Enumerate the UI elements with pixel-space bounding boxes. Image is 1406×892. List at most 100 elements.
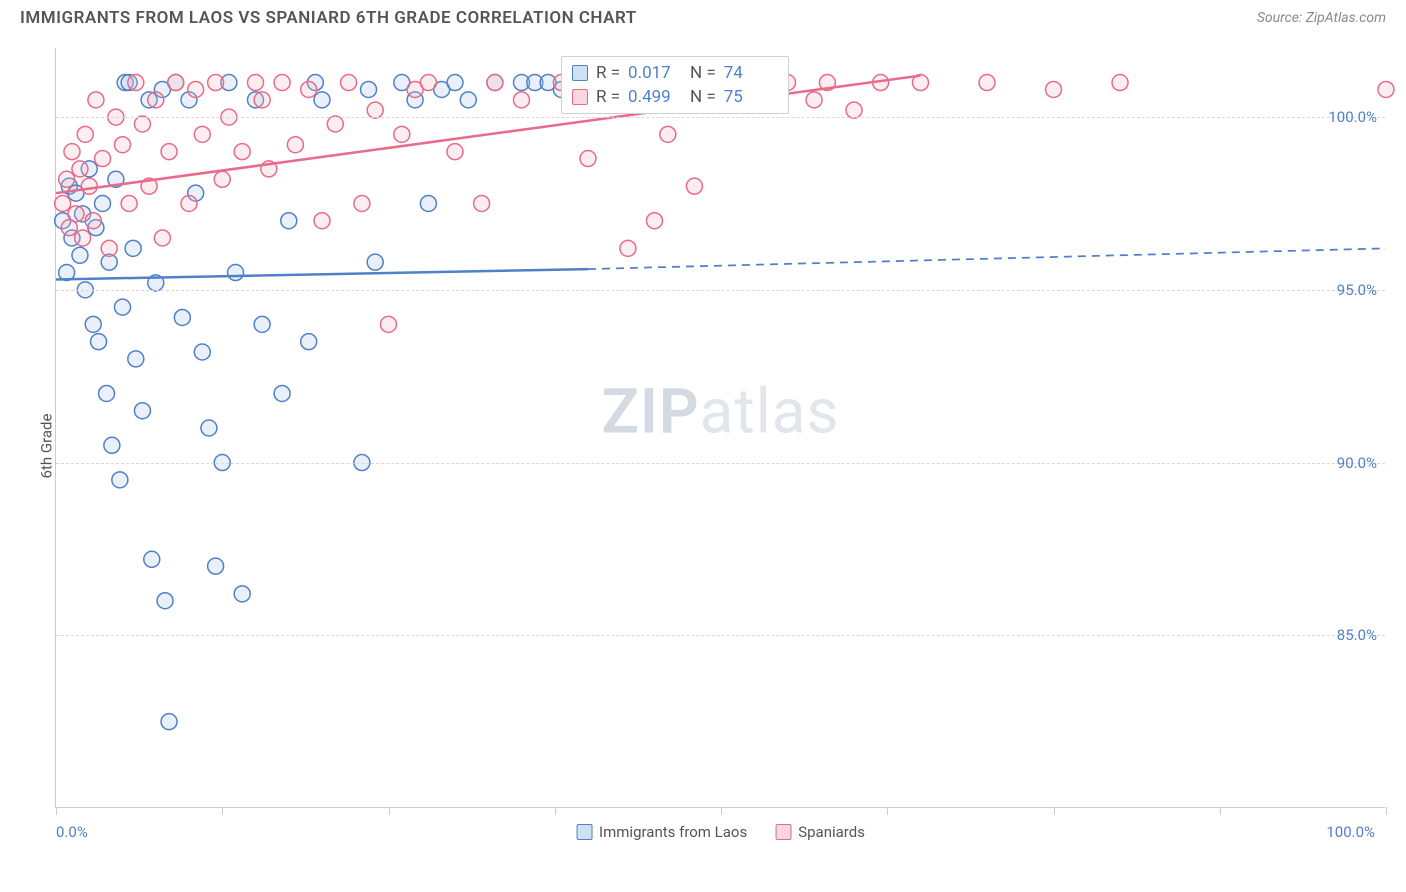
data-point	[154, 230, 170, 246]
r-value: 0.499	[628, 87, 682, 107]
data-point	[161, 144, 177, 160]
data-point	[314, 213, 330, 229]
data-point	[72, 247, 88, 263]
y-tick-label: 85.0%	[1337, 626, 1377, 644]
x-tick	[1386, 807, 1387, 815]
data-point	[81, 178, 97, 194]
data-point	[112, 472, 128, 488]
data-point	[91, 334, 107, 350]
x-tick	[222, 807, 223, 815]
data-point	[281, 213, 297, 229]
y-tick-label: 90.0%	[1337, 454, 1377, 472]
data-point	[148, 92, 164, 108]
data-point	[514, 92, 530, 108]
data-point	[361, 81, 377, 97]
data-point	[194, 344, 210, 360]
data-point	[1046, 81, 1062, 97]
data-point	[144, 551, 160, 567]
gridline	[56, 290, 1385, 291]
plot-area: ZIPatlas R =0.017N =74R =0.499N =75 Immi…	[55, 48, 1385, 808]
data-point	[420, 195, 436, 211]
source-attribution: Source: ZipAtlas.com	[1257, 10, 1386, 26]
data-point	[188, 81, 204, 97]
legend-label: Immigrants from Laos	[599, 823, 747, 841]
data-point	[194, 126, 210, 142]
data-point	[85, 316, 101, 332]
data-point	[101, 240, 117, 256]
data-point	[88, 92, 104, 108]
data-point	[115, 299, 131, 315]
data-point	[68, 206, 84, 222]
data-point	[846, 102, 862, 118]
data-point	[474, 195, 490, 211]
trend-line-extrapolated	[588, 248, 1386, 269]
data-point	[228, 265, 244, 281]
data-point	[1112, 75, 1128, 91]
n-value: 74	[724, 63, 778, 83]
trend-line	[56, 269, 588, 279]
gridline	[56, 117, 1385, 118]
data-point	[95, 151, 111, 167]
n-label: N =	[690, 63, 716, 83]
data-point	[287, 137, 303, 153]
data-point	[367, 254, 383, 270]
x-tick	[1220, 807, 1221, 815]
y-tick-label: 95.0%	[1337, 281, 1377, 299]
legend-row: R =0.017N =74	[572, 61, 778, 85]
data-point	[254, 316, 270, 332]
data-point	[55, 195, 71, 211]
data-point	[104, 437, 120, 453]
data-point	[174, 309, 190, 325]
data-point	[394, 126, 410, 142]
data-point	[59, 171, 75, 187]
legend-label: Spaniards	[798, 823, 865, 841]
data-point	[181, 195, 197, 211]
data-point	[95, 195, 111, 211]
data-point	[341, 75, 357, 91]
data-point	[580, 151, 596, 167]
data-point	[301, 334, 317, 350]
data-point	[1378, 81, 1394, 97]
data-point	[157, 593, 173, 609]
data-point	[381, 316, 397, 332]
data-point	[201, 420, 217, 436]
legend-swatch	[572, 89, 588, 105]
data-point	[134, 403, 150, 419]
legend-row: R =0.499N =75	[572, 85, 778, 109]
gridline	[56, 463, 1385, 464]
data-point	[447, 75, 463, 91]
n-value: 75	[724, 87, 778, 107]
data-point	[128, 351, 144, 367]
data-point	[301, 81, 317, 97]
data-point	[128, 75, 144, 91]
data-point	[64, 144, 80, 160]
data-point	[686, 178, 702, 194]
data-point	[121, 195, 137, 211]
data-point	[979, 75, 995, 91]
data-point	[99, 385, 115, 401]
data-point	[125, 240, 141, 256]
data-point	[367, 102, 383, 118]
data-point	[460, 92, 476, 108]
x-tick	[389, 807, 390, 815]
data-point	[214, 171, 230, 187]
data-point	[208, 75, 224, 91]
data-point	[115, 137, 131, 153]
data-point	[161, 714, 177, 730]
r-label: R =	[596, 87, 620, 107]
data-point	[234, 586, 250, 602]
data-point	[72, 161, 88, 177]
x-tick-min: 0.0%	[56, 823, 88, 841]
data-point	[806, 92, 822, 108]
legend-item: Immigrants from Laos	[576, 823, 747, 841]
data-point	[254, 92, 270, 108]
data-point	[327, 116, 343, 132]
data-point	[420, 75, 436, 91]
data-point	[487, 75, 503, 91]
correlation-legend: R =0.017N =74R =0.499N =75	[561, 56, 789, 114]
series-legend: Immigrants from Laos Spaniards	[576, 823, 865, 841]
r-label: R =	[596, 63, 620, 83]
data-point	[447, 144, 463, 160]
x-tick	[1054, 807, 1055, 815]
legend-swatch	[572, 65, 588, 81]
